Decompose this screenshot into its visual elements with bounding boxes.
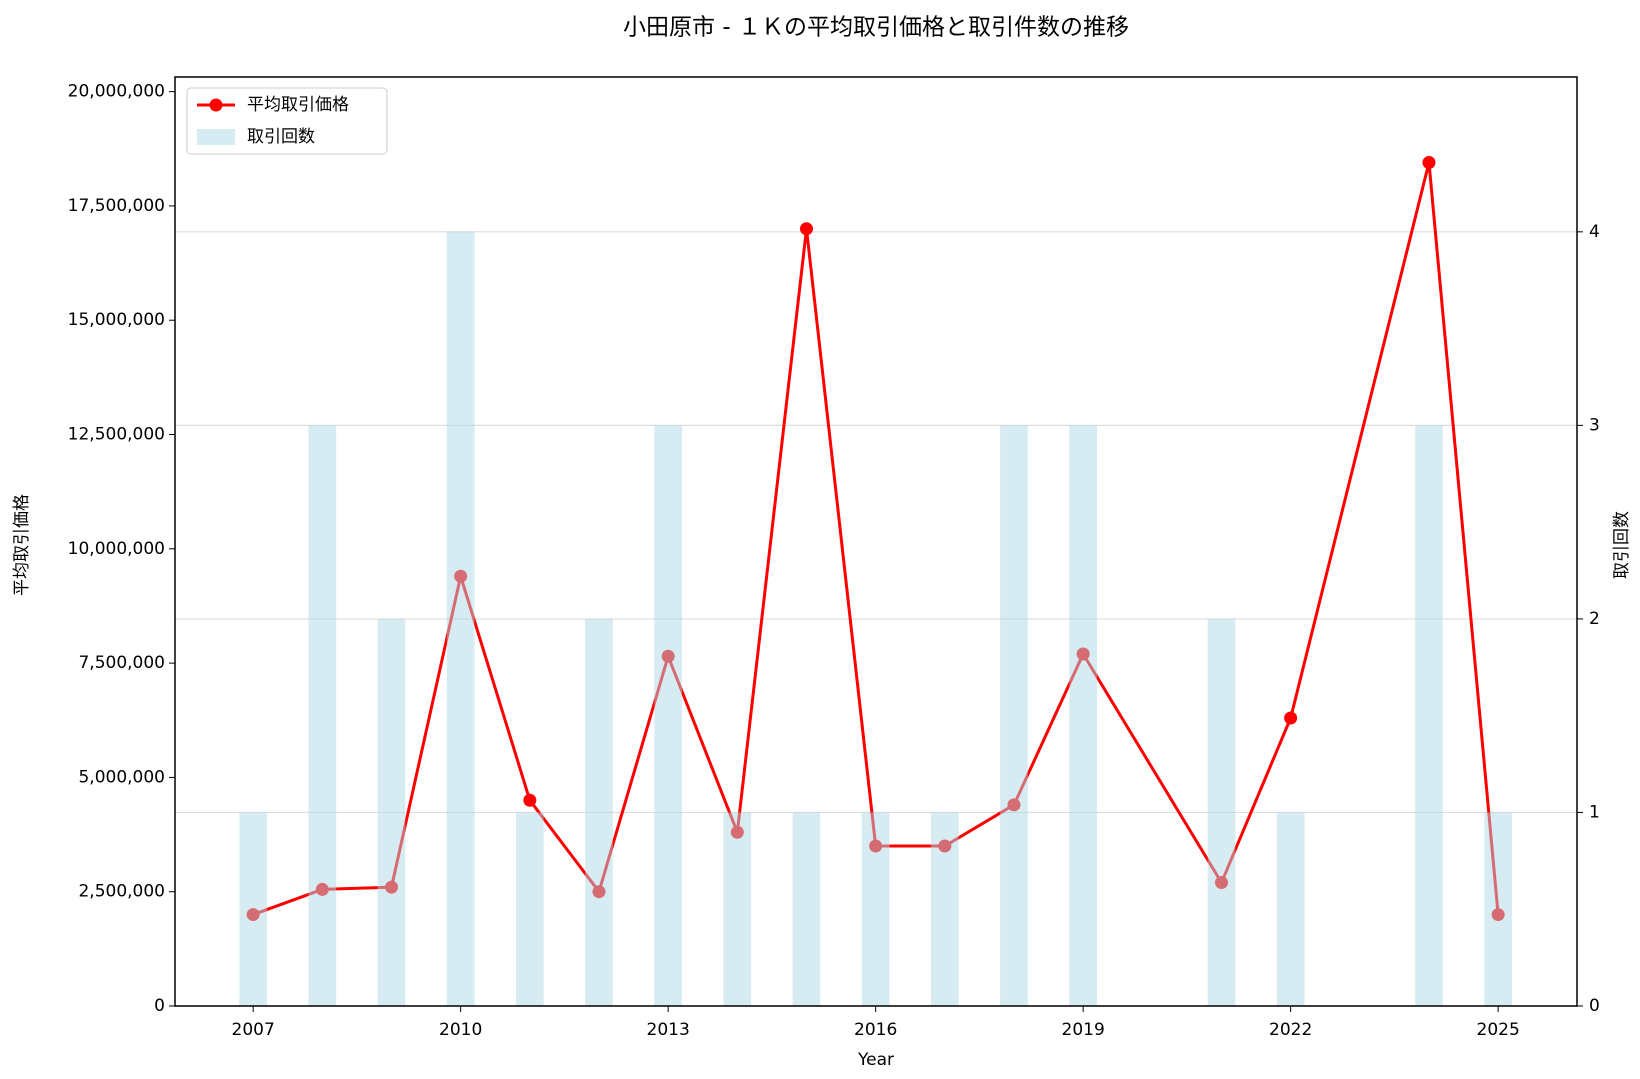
- count-bar: [585, 618, 613, 1006]
- y-tick-label: 5,000,000: [78, 767, 165, 787]
- y-tick-label: 0: [154, 996, 165, 1016]
- x-tick-label: 2019: [1062, 1020, 1105, 1040]
- y-tick-label: 17,500,000: [68, 196, 165, 216]
- x-tick-label: 2007: [232, 1020, 275, 1040]
- chart-title: 小田原市 - １Ｋの平均取引価格と取引件数の推移: [623, 15, 1129, 41]
- y-tick-label: 10,000,000: [68, 539, 165, 559]
- price-line: [252, 162, 1500, 916]
- y2-tick-label: 1: [1589, 802, 1600, 822]
- y2-axis-label: 取引回数: [1612, 511, 1632, 579]
- count-bar: [723, 812, 752, 1006]
- x-tick-label: 2022: [1269, 1020, 1312, 1040]
- plot-frame: [174, 76, 1578, 1007]
- count-bar: [377, 618, 406, 1006]
- y-tick-label: 15,000,000: [68, 310, 165, 330]
- legend-label: 平均取引価格: [247, 95, 349, 115]
- count-bar: [308, 425, 337, 1006]
- x-tick-label: 2016: [854, 1020, 897, 1040]
- x-axis-label: Year: [857, 1050, 894, 1070]
- price-marker: [1284, 711, 1298, 725]
- price-marker: [1422, 155, 1436, 169]
- y2-tick-label: 0: [1589, 996, 1600, 1016]
- count-bar: [861, 812, 890, 1006]
- count-bar: [1069, 425, 1097, 1006]
- legend-label: 取引回数: [247, 127, 315, 147]
- count-bar: [1276, 812, 1305, 1006]
- y-axis-label: 平均取引価格: [12, 494, 32, 596]
- y-tick-label: 2,500,000: [78, 882, 165, 902]
- price-marker: [523, 793, 537, 807]
- count-bar: [239, 812, 267, 1006]
- legend-box: [186, 87, 388, 155]
- count-bar: [1415, 425, 1443, 1006]
- count-bar: [792, 812, 821, 1006]
- count-bar: [446, 231, 475, 1007]
- legend-marker: [209, 98, 223, 112]
- y2-tick-label: 4: [1589, 222, 1600, 242]
- x-tick-label: 2025: [1477, 1020, 1520, 1040]
- y2-tick-label: 2: [1589, 609, 1600, 629]
- y-tick-label: 12,500,000: [68, 425, 165, 445]
- count-bar: [1000, 425, 1028, 1006]
- count-bar: [654, 425, 682, 1006]
- x-tick-label: 2010: [439, 1020, 482, 1040]
- x-tick-label: 2013: [647, 1020, 690, 1040]
- count-bar: [930, 812, 959, 1006]
- y2-tick-label: 3: [1589, 415, 1600, 435]
- count-bar: [1207, 618, 1236, 1006]
- price-marker: [799, 222, 813, 236]
- count-bar: [515, 812, 544, 1006]
- count-bar: [1484, 812, 1512, 1006]
- y-tick-label: 7,500,000: [78, 653, 165, 673]
- legend-swatch: [197, 129, 235, 145]
- y-tick-label: 20,000,000: [68, 82, 165, 102]
